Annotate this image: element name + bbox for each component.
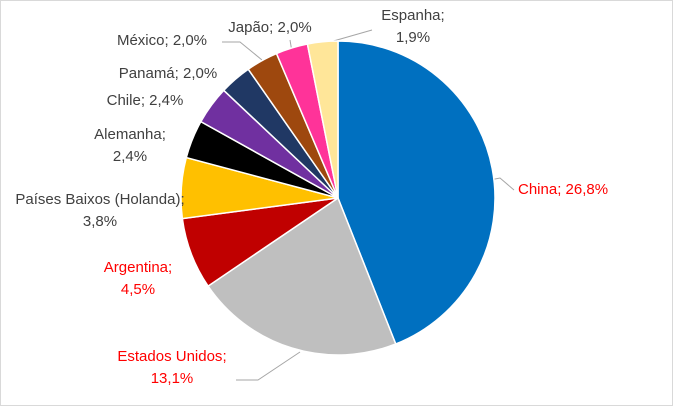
data-label: Países Baixos (Holanda); xyxy=(15,191,184,208)
label-value: 3,8% xyxy=(83,213,117,230)
pie-slice xyxy=(207,196,397,356)
label-value: 4,5% xyxy=(121,281,155,298)
data-label: 3,8% xyxy=(83,213,117,230)
data-label: 1,9% xyxy=(396,29,430,46)
label-category: Espanha xyxy=(381,7,441,24)
label-value: 2,4% xyxy=(149,92,183,109)
label-value: 2,0% xyxy=(278,19,312,36)
label-separator: ; xyxy=(141,92,149,109)
data-label: 2,4% xyxy=(113,148,147,165)
label-separator: ; xyxy=(441,7,445,24)
data-label: Espanha; xyxy=(381,7,444,24)
leader-line xyxy=(222,41,263,61)
label-value: 13,1% xyxy=(151,370,194,387)
label-separator: ; xyxy=(175,65,183,82)
label-value: 1,9% xyxy=(396,29,430,46)
label-category: Argentina xyxy=(104,259,169,276)
label-category: Estados Unidos xyxy=(117,348,222,365)
label-value: 2,0% xyxy=(173,32,207,49)
label-value: 2,4% xyxy=(113,148,147,165)
label-category: Chile xyxy=(107,92,141,109)
label-category: Países Baixos (Holanda) xyxy=(15,191,180,208)
leader-line xyxy=(236,351,301,381)
label-separator: ; xyxy=(162,126,166,143)
data-label: 4,5% xyxy=(121,281,155,298)
data-label: México; 2,0% xyxy=(117,32,207,49)
data-label: Japão; 2,0% xyxy=(228,19,311,36)
label-separator: ; xyxy=(180,191,184,208)
pie-slice xyxy=(337,40,496,345)
label-value: 2,0% xyxy=(183,65,217,82)
data-label: Panamá; 2,0% xyxy=(119,65,217,82)
pie-slice xyxy=(306,40,339,199)
label-separator: ; xyxy=(557,181,565,198)
label-value: 26,8% xyxy=(566,181,609,198)
label-category: Alemanha xyxy=(94,126,162,143)
label-separator: ; xyxy=(222,348,226,365)
label-category: Panamá xyxy=(119,65,176,82)
data-label: Alemanha; xyxy=(94,126,166,143)
data-label: Chile; 2,4% xyxy=(107,92,184,109)
label-separator: ; xyxy=(164,32,172,49)
label-category: Japão xyxy=(228,19,269,36)
pie xyxy=(180,40,496,356)
data-label: 13,1% xyxy=(151,370,194,387)
label-separator: ; xyxy=(168,259,172,276)
label-separator: ; xyxy=(269,19,277,36)
label-category: China xyxy=(518,181,558,198)
data-label: Argentina; xyxy=(104,259,172,276)
data-label: Estados Unidos; xyxy=(117,348,226,365)
data-labels: China; 26,8% Estados Unidos; 13,1% Argenti… xyxy=(15,7,608,387)
data-label: China; 26,8% xyxy=(518,181,608,198)
label-category: México xyxy=(117,32,165,49)
